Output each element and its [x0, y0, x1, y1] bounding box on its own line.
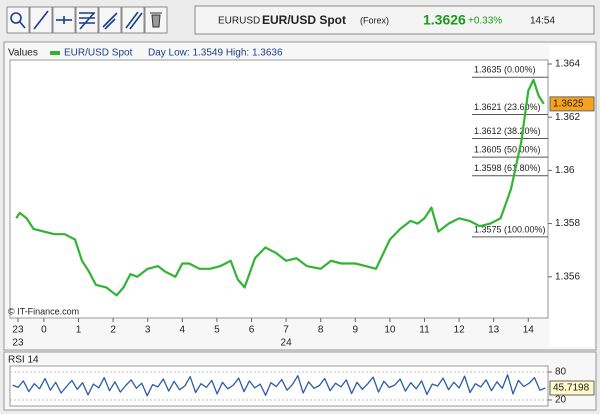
rsi-title: RSI 14 — [8, 355, 39, 366]
fibonacci-button[interactable] — [75, 6, 99, 34]
series-line — [15, 78, 545, 297]
x-tick-label: 13 — [488, 325, 500, 336]
x-tick-label: 3 — [145, 325, 151, 336]
channel-button[interactable] — [98, 6, 122, 34]
toolbar — [6, 6, 168, 34]
date-label: 23 — [12, 338, 24, 349]
last-value-label: 1.3625 — [553, 99, 584, 110]
x-tick-label: 9 — [353, 325, 359, 336]
line-tool-button[interactable] — [29, 6, 53, 34]
y-tick-label: 1.356 — [555, 271, 580, 282]
legend-title: Values — [8, 48, 38, 59]
date-label: 24 — [281, 338, 293, 349]
y-axis-area — [549, 45, 594, 347]
zoom-button[interactable] — [6, 6, 30, 34]
fib-label: 1.3612 (38.20%) — [474, 126, 541, 136]
x-tick-label: 7 — [283, 325, 289, 336]
fib-label: 1.3598 (61.80%) — [474, 163, 541, 173]
market: (Forex) — [360, 15, 389, 25]
last-value-label: 45.7198 — [553, 383, 590, 394]
y-tick-label: 20 — [555, 395, 567, 406]
x-tick-label: 5 — [214, 325, 220, 336]
series-line — [12, 374, 546, 397]
x-tick-label: 10 — [384, 325, 396, 336]
last-value-marker — [549, 96, 595, 112]
legend-swatch — [50, 51, 60, 55]
x-tick-label: 2 — [110, 325, 116, 336]
hline-tool-button[interactable] — [52, 6, 76, 34]
quote-header — [194, 5, 595, 35]
time: 14:54 — [530, 16, 555, 27]
fib-label: 1.3575 (100.00%) — [474, 224, 546, 234]
x-tick-label: 8 — [318, 325, 324, 336]
y-tick-label: 1.362 — [555, 112, 580, 123]
last-value-marker — [549, 380, 595, 396]
credit: © IT-Finance.com — [8, 306, 79, 316]
fib-label: 1.3635 (0.00%) — [474, 65, 536, 75]
x-tick-label: 23 — [12, 325, 24, 336]
y-tick-label: 80 — [555, 367, 567, 378]
y-tick-label: 1.358 — [555, 218, 580, 229]
x-tick-label: 1 — [76, 325, 82, 336]
symbol: EURUSD — [218, 16, 260, 27]
instrument-name: EUR/USD Spot — [262, 13, 346, 27]
legend-label: EUR/USD Spot — [64, 48, 133, 59]
x-tick-label: 4 — [180, 325, 186, 336]
x-tick-label: 6 — [249, 325, 255, 336]
delete-button[interactable] — [144, 6, 168, 34]
y-tick-label: 1.364 — [555, 59, 580, 70]
fib-label: 1.3621 (23.60%) — [474, 102, 541, 112]
change: +0.33% — [468, 16, 502, 27]
x-tick-label: 14 — [523, 325, 535, 336]
fib-label: 1.3605 (50.00%) — [474, 144, 541, 154]
x-tick-label: 12 — [454, 325, 466, 336]
price: 1.3626 — [423, 12, 466, 28]
y-tick-label: 1.36 — [555, 165, 575, 176]
plot-area — [9, 59, 549, 319]
day-range: Day Low: 1.3549 High: 1.3636 — [148, 48, 283, 59]
x-tick-label: 11 — [419, 325, 430, 336]
x-tick-label: 0 — [41, 325, 47, 336]
parallel-button[interactable] — [121, 6, 145, 34]
